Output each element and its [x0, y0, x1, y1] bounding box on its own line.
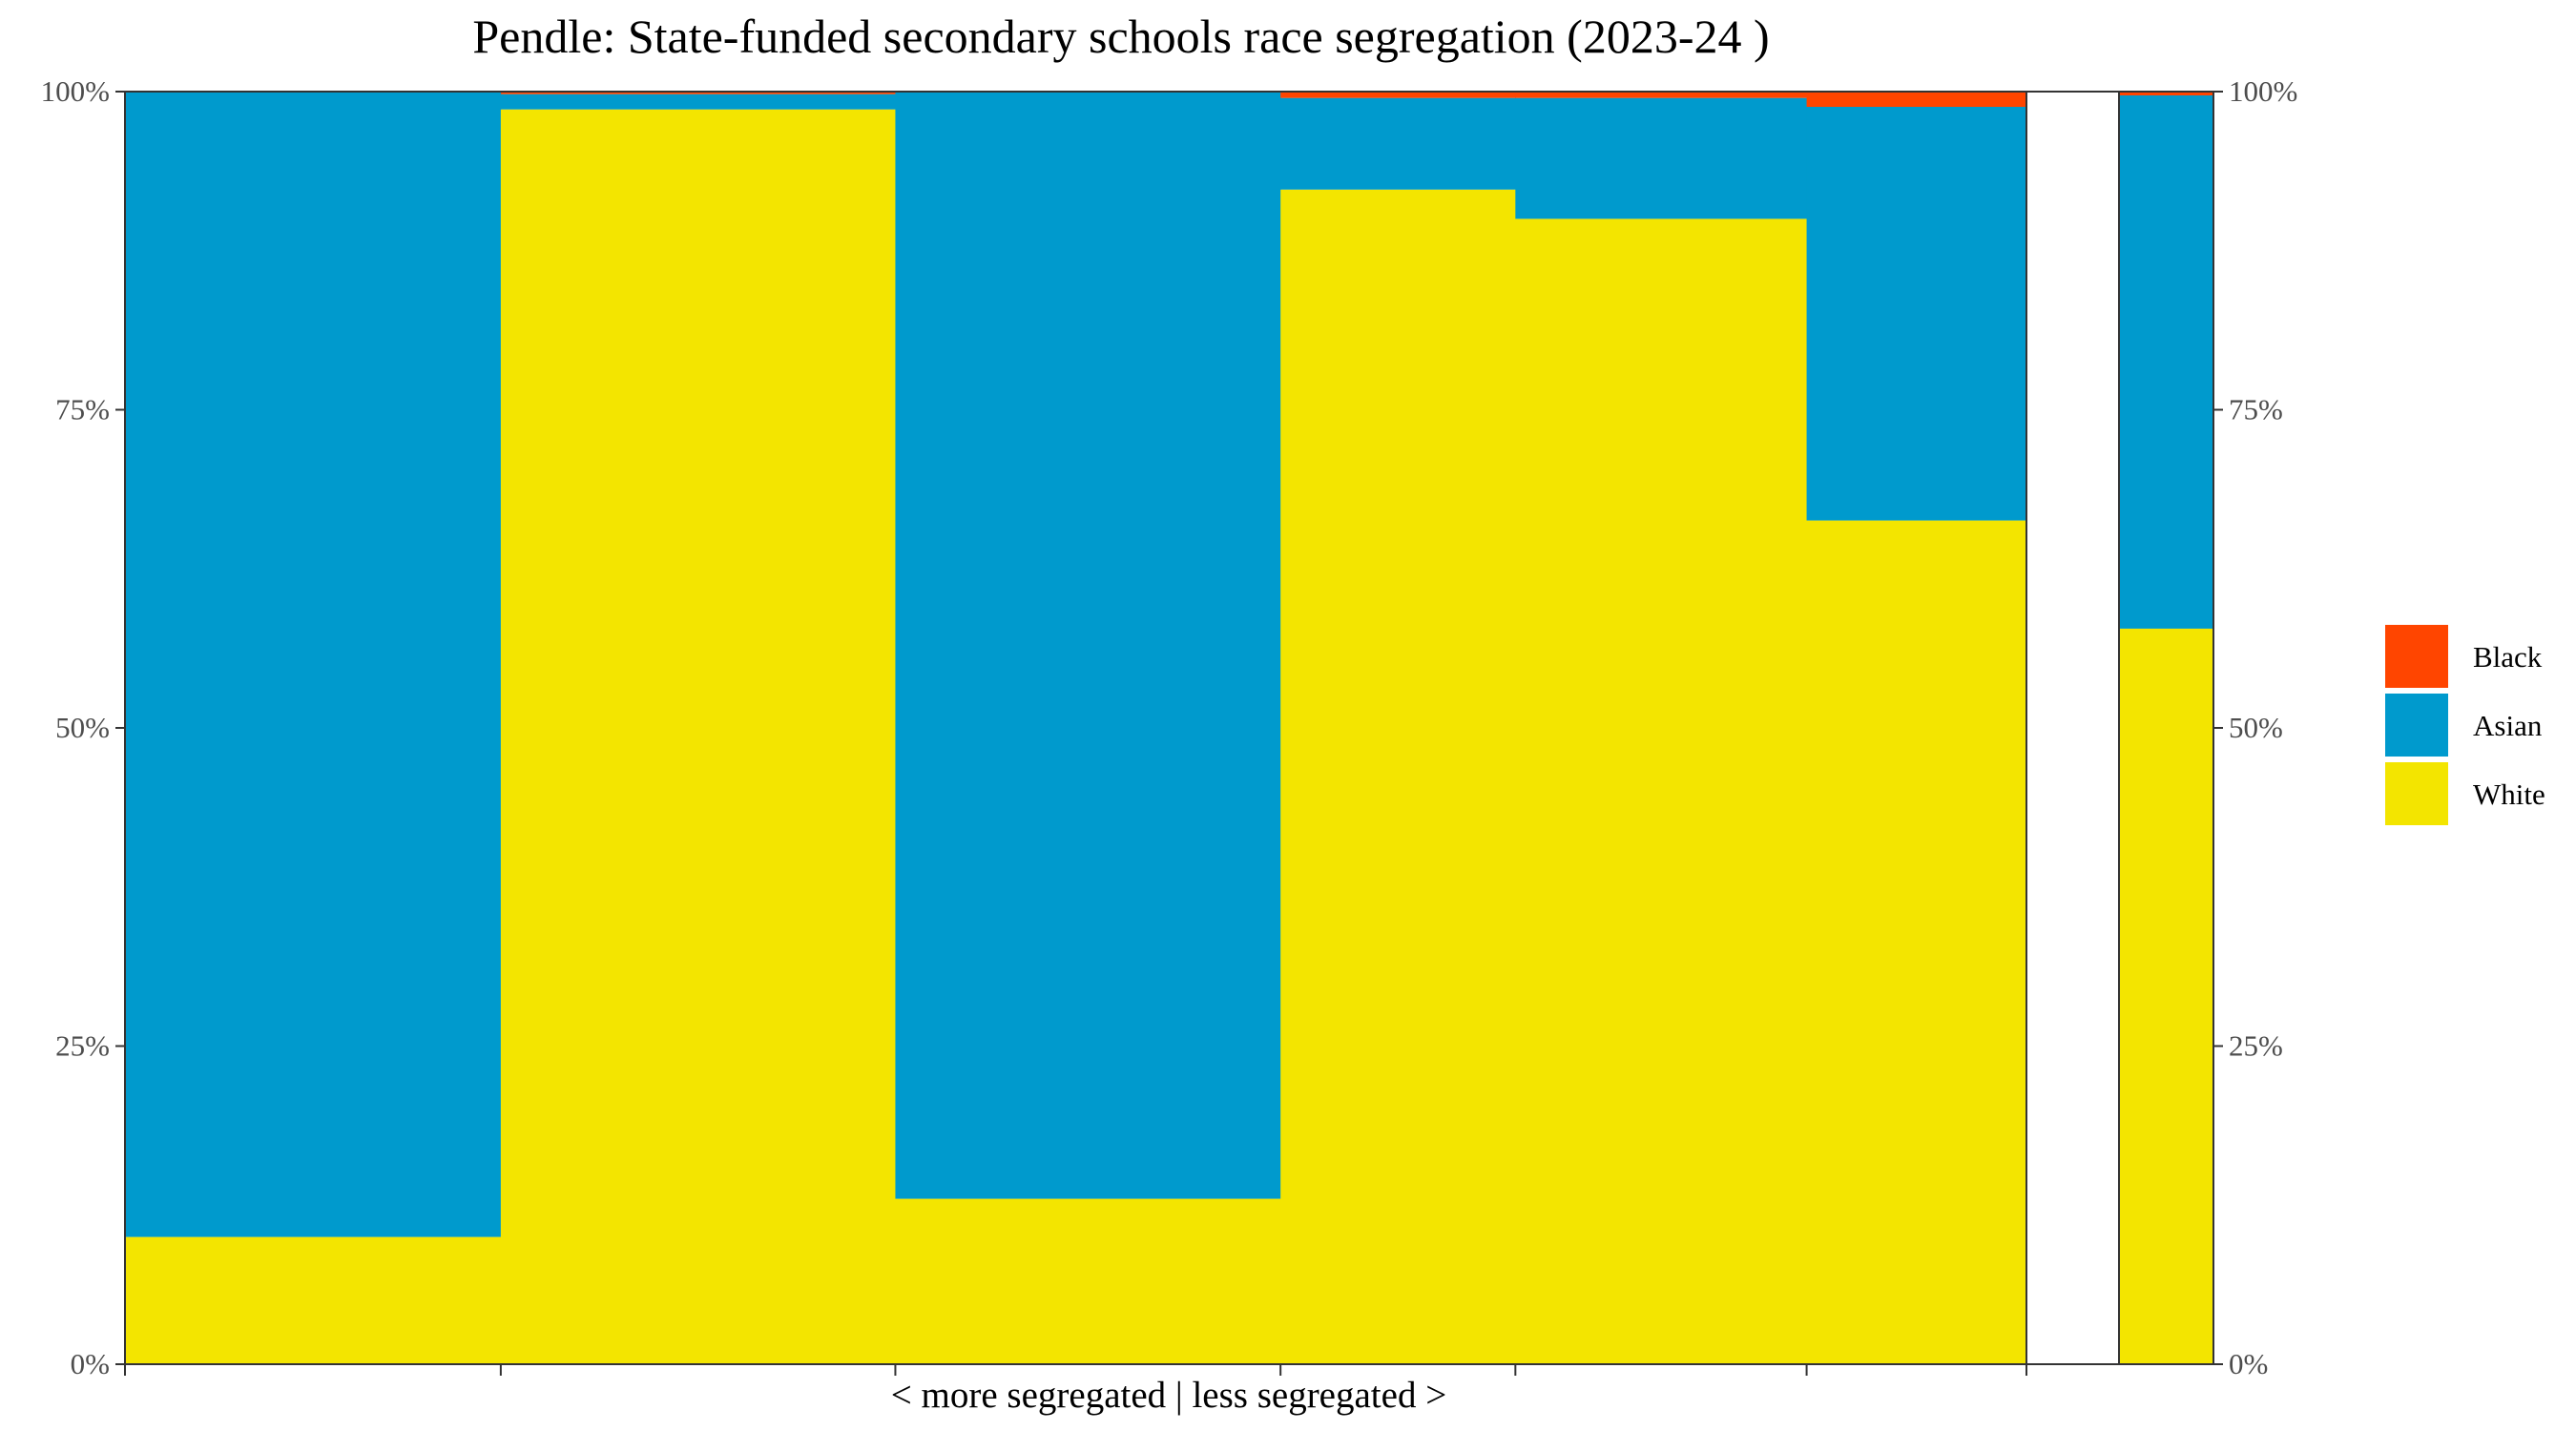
bar-5-asian	[1515, 97, 1808, 219]
overall-bar-black	[2119, 92, 2213, 95]
right-y-tick-label: 25%	[2229, 1029, 2283, 1063]
x-axis	[124, 91, 2213, 1376]
x-axis-label: < more segregated | less segregated >	[891, 1375, 1446, 1416]
left-y-axis: 0% 25% 50% 75% 100%	[41, 74, 126, 1380]
bar-6-asian	[1806, 107, 2027, 521]
legend: Black Asian White	[2385, 625, 2545, 825]
legend-swatch-black	[2385, 625, 2448, 688]
legend-label-white: White	[2473, 778, 2545, 811]
right-y-tick-label: 50%	[2229, 711, 2283, 744]
bar-3-white	[895, 1198, 1281, 1364]
bar-4-black	[1280, 92, 1516, 98]
right-y-tick-label: 100%	[2229, 74, 2297, 108]
bar-1-white	[125, 1236, 502, 1364]
bar-1-asian	[125, 92, 502, 1237]
legend-label-black: Black	[2473, 640, 2543, 674]
chart-title: Pendle: State-funded secondary schools r…	[472, 10, 1769, 63]
bar-6-black	[1806, 92, 2027, 108]
bar-2-black	[500, 92, 897, 94]
right-y-axis: 0% 25% 50% 75% 100%	[2212, 74, 2297, 1380]
bar-4-white	[1280, 189, 1516, 1365]
right-y-tick-label: 0%	[2229, 1347, 2268, 1380]
left-y-tick-label: 0%	[71, 1347, 110, 1380]
bar-3-asian	[895, 92, 1281, 1199]
bar-5-white	[1515, 218, 1808, 1364]
bar-2-asian	[500, 93, 897, 110]
left-y-tick-label: 75%	[55, 393, 110, 426]
bar-2-white	[500, 109, 897, 1364]
overall-bar-white	[2119, 628, 2213, 1364]
overall-bar-asian	[2119, 95, 2213, 629]
right-y-tick-label: 75%	[2229, 393, 2283, 426]
overall-bar-area	[2119, 92, 2213, 1364]
bar-6-white	[1806, 520, 2027, 1364]
legend-label-asian: Asian	[2473, 709, 2543, 742]
legend-swatch-white	[2385, 762, 2448, 825]
bar-4-asian	[1280, 97, 1516, 190]
left-y-tick-label: 25%	[55, 1029, 110, 1063]
bar-5-black	[1515, 92, 1808, 98]
legend-swatch-asian	[2385, 694, 2448, 757]
left-y-tick-label: 100%	[41, 74, 110, 108]
left-y-tick-label: 50%	[55, 711, 110, 744]
plot-area	[125, 92, 2027, 1365]
